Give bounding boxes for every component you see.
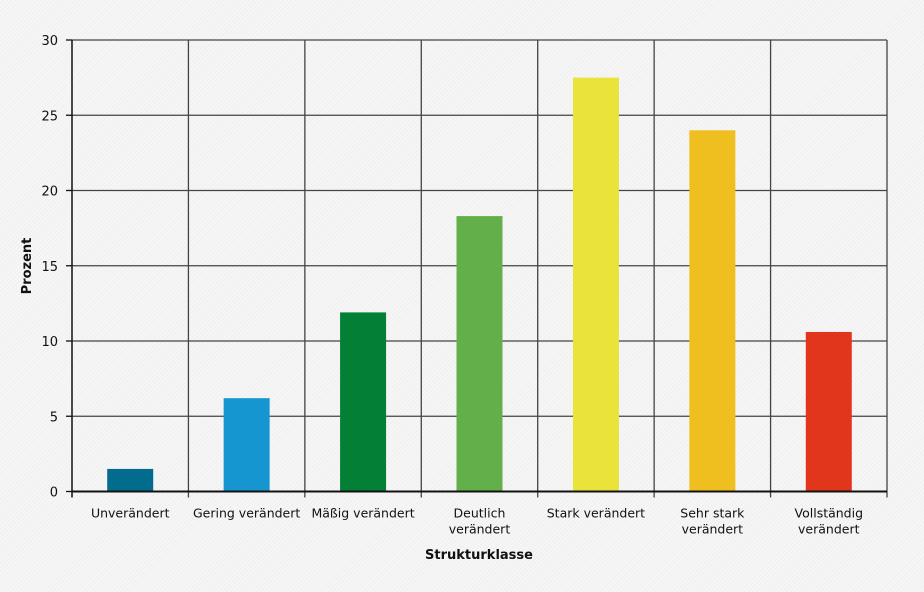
- y-tick-label: 15: [41, 260, 58, 275]
- x-tick-label: Mäßig verändert: [311, 506, 414, 521]
- x-tick-label: Stark verändert: [547, 506, 645, 521]
- y-tick-label: 30: [41, 34, 58, 49]
- bars: [107, 77, 852, 492]
- y-tick-label: 25: [41, 109, 58, 124]
- y-tick-label: 0: [50, 486, 58, 501]
- bar: [805, 331, 852, 492]
- bar: [572, 77, 619, 492]
- bar: [107, 468, 154, 492]
- x-tick-label: Deutlich verändert: [449, 506, 511, 537]
- grid: [72, 39, 888, 498]
- bar: [456, 216, 503, 492]
- x-tick-label: Vollständig verändert: [795, 506, 864, 537]
- y-tick-labels: 0 5 10 15 20 25 30: [41, 34, 58, 501]
- axes: [66, 39, 887, 498]
- y-axis-label: Prozent: [20, 238, 35, 295]
- x-tick-label: Unverändert: [91, 506, 170, 521]
- bar: [223, 398, 270, 492]
- bar: [689, 130, 736, 492]
- x-tick-label: Gering verändert: [193, 506, 300, 521]
- x-tick-labels: Unverändert Gering verändert Mäßig verände…: [91, 506, 863, 537]
- y-tick-label: 10: [41, 335, 58, 350]
- y-tick-label: 20: [41, 185, 58, 200]
- x-axis-label: Strukturklasse: [425, 548, 533, 563]
- x-tick-label: Sehr stark verändert: [680, 506, 745, 537]
- y-tick-label: 5: [50, 410, 58, 425]
- bar: [340, 312, 387, 492]
